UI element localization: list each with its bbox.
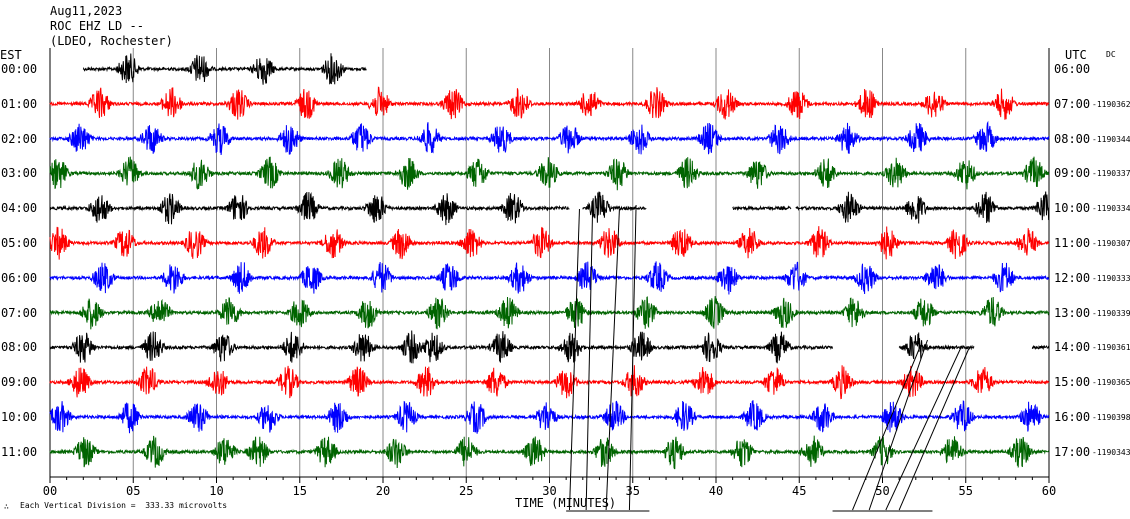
header-network: (LDEO, Rochester) — [50, 34, 173, 48]
utc-hour-label: 15:00 — [1054, 375, 1091, 390]
excursion-stroke — [628, 204, 637, 511]
est-hour-label: 09:00 — [1, 375, 38, 390]
long-period-strokes — [566, 199, 970, 512]
trace-segment — [732, 205, 792, 212]
vertical-grid — [49, 48, 1050, 477]
x-tick-label: 20 — [376, 484, 390, 498]
dc-label: DC — [1106, 50, 1116, 59]
est-hour-label: 03:00 — [1, 166, 38, 181]
header-station: ROC EHZ LD -- — [50, 19, 144, 33]
footer-scale-note: Each Vertical Division = 333.33 microvol… — [20, 501, 228, 510]
trace-segment — [49, 226, 1050, 260]
dc-offset-label: -1190339 — [1092, 308, 1130, 318]
trace-segment — [82, 53, 367, 85]
x-tick-label: 35 — [626, 484, 640, 498]
header-date: Aug11,2023 — [50, 4, 123, 18]
trace-segment — [49, 296, 1050, 330]
trace-row — [49, 296, 1050, 330]
trace-row — [49, 365, 1050, 400]
traces — [49, 53, 1050, 470]
x-tick-label: 45 — [792, 484, 806, 498]
trace-segment — [49, 86, 1050, 120]
dc-offset-label: -1190362 — [1092, 99, 1130, 109]
excursion-stroke — [605, 208, 620, 511]
right-zone-label: UTC — [1065, 48, 1087, 62]
trace-segment — [795, 191, 1050, 224]
x-tick-label: 30 — [542, 484, 556, 498]
est-hour-label: 08:00 — [1, 340, 38, 355]
dc-offset-label: -1190365 — [1092, 378, 1130, 388]
est-hour-label: 07:00 — [1, 305, 38, 320]
utc-hour-label: 14:00 — [1054, 340, 1091, 355]
utc-hour-label: 16:00 — [1054, 410, 1091, 424]
trace-segment — [49, 365, 1050, 400]
x-tick-label: 60 — [1042, 484, 1056, 498]
excursion-stroke — [885, 347, 962, 511]
left-zone-label: EST — [0, 48, 22, 62]
dc-offset-label: -1190398 — [1092, 413, 1130, 422]
trace-row — [49, 86, 1050, 120]
dc-offset-label: -1190307 — [1092, 239, 1130, 248]
trace-segment — [49, 261, 1050, 295]
trace-segment — [898, 332, 975, 360]
trace-row — [82, 53, 367, 85]
x-tick-label: 40 — [709, 484, 723, 498]
trace-row — [49, 435, 1050, 470]
footer-mark: ∴ — [4, 502, 9, 511]
excursion-stroke — [585, 199, 594, 511]
trace-segment — [49, 330, 833, 364]
x-tick-label: 25 — [459, 484, 473, 498]
trace-row — [49, 226, 1050, 260]
est-hour-label: 05:00 — [1, 236, 38, 250]
trace-segment — [49, 120, 1050, 156]
utc-hour-label: 17:00 — [1054, 444, 1091, 459]
utc-hour-label: 13:00 — [1054, 305, 1091, 320]
excursion-stroke — [568, 208, 580, 511]
excursion-stroke — [898, 347, 970, 511]
x-tick-label: 50 — [875, 484, 889, 498]
utc-hour-label: 10:00 — [1054, 201, 1091, 216]
trace-segment — [49, 156, 1050, 191]
trace-segment — [49, 400, 1050, 434]
utc-hour-label: 07:00 — [1054, 96, 1091, 111]
excursion-stroke — [868, 339, 928, 511]
trace-segment — [49, 435, 1050, 470]
trace-row — [49, 400, 1050, 434]
utc-hour-label: 12:00 — [1054, 270, 1091, 285]
est-hour-label: 00:00 — [1, 62, 38, 76]
dc-offset-label: -1190344 — [1092, 134, 1130, 144]
x-tick-label: 05 — [126, 484, 140, 498]
x-tick-label: 00 — [43, 484, 57, 498]
est-hour-label: 11:00 — [1, 444, 38, 459]
utc-hour-label: 11:00 — [1054, 236, 1091, 250]
est-hour-label: 02:00 — [1, 131, 38, 146]
est-hour-label: 04:00 — [1, 201, 38, 216]
est-hour-label: 01:00 — [1, 96, 38, 111]
dc-offset-label: -1190337 — [1092, 169, 1130, 179]
est-hour-label: 10:00 — [1, 410, 38, 424]
x-tick-label: 15 — [293, 484, 307, 498]
time-axis: 00 05 10 15 20 25 30 35 40 45 50 55 60 — [43, 476, 1056, 498]
dc-offset-label: -1190343 — [1092, 447, 1130, 457]
x-tick-label: 55 — [959, 484, 973, 498]
dc-offset-label: -1190361 — [1092, 343, 1130, 353]
trace-segment — [1031, 344, 1050, 350]
excursion-stroke — [852, 344, 922, 511]
utc-hour-label: 09:00 — [1054, 166, 1091, 181]
dc-offset-label: -1190333 — [1092, 273, 1130, 283]
x-axis-title: TIME (MINUTES) — [515, 496, 617, 510]
trace-row — [49, 261, 1050, 295]
trace-segment — [49, 191, 570, 226]
trace-row — [49, 120, 1050, 156]
utc-hour-label: 08:00 — [1054, 131, 1091, 146]
est-hour-label: 06:00 — [1, 270, 38, 285]
utc-hour-label: 06:00 — [1054, 62, 1091, 76]
trace-row — [49, 156, 1050, 191]
dc-offset-label: -1190334 — [1092, 204, 1130, 214]
x-tick-label: 10 — [209, 484, 223, 498]
trace-row — [49, 330, 1050, 364]
